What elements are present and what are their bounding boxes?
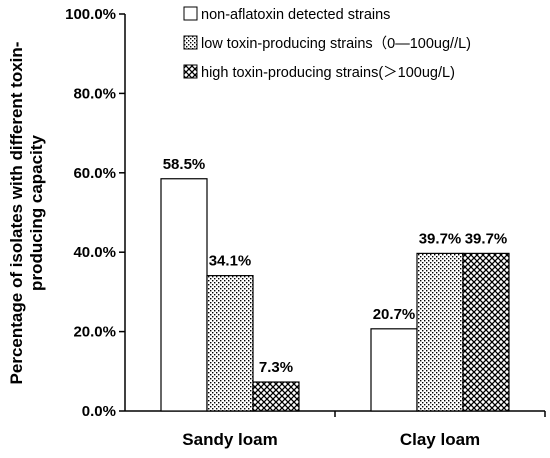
- x-axis-category-labels: Sandy loam Clay loam: [182, 430, 480, 449]
- y-tick-label: 80.0%: [73, 85, 116, 102]
- y-axis-title-line: Percentage of isolates with different to…: [7, 42, 26, 385]
- legend-label: high toxin-producing strains(＞100ug/L): [201, 65, 455, 81]
- bar-value-label: 7.3%: [259, 359, 293, 376]
- legend-swatch: [183, 35, 198, 50]
- y-tick-label: 100.0%: [65, 6, 116, 23]
- x-category-label: Sandy loam: [182, 430, 277, 449]
- bar: [252, 381, 300, 412]
- y-tick-label: 40.0%: [73, 244, 116, 261]
- legend-swatch: [183, 6, 198, 21]
- y-tick-label: 0.0%: [82, 403, 116, 420]
- bar: [206, 275, 254, 412]
- bar-value-label: 34.1%: [209, 253, 252, 270]
- y-tick-label: 60.0%: [73, 165, 116, 182]
- bar: [416, 252, 464, 412]
- bars: [160, 178, 510, 412]
- y-axis-title-line: producing capacity: [27, 135, 46, 291]
- bar-value-label: 39.7%: [465, 230, 508, 247]
- x-category-label: Clay loam: [400, 430, 480, 449]
- y-axis-title: Percentage of isolates with different to…: [7, 42, 46, 385]
- legend-swatch: [183, 64, 198, 79]
- bar-value-label: 58.5%: [163, 156, 206, 173]
- value-labels: 58.5% 34.1% 7.3% 20.7% 39.7% 39.7%: [163, 156, 508, 376]
- bar-value-label: 39.7%: [419, 230, 462, 247]
- bar: [160, 178, 208, 412]
- bar: [462, 252, 510, 412]
- legend-label: low toxin-producing strains（0—100ug//L): [201, 35, 471, 52]
- bar-value-label: 20.7%: [373, 306, 416, 323]
- y-axis-ticks: 0.0% 20.0% 40.0% 60.0% 80.0% 100.0%: [65, 6, 125, 420]
- y-tick-label: 20.0%: [73, 324, 116, 341]
- bar: [370, 328, 418, 412]
- legend: non-aflatoxin detected strains low toxin-…: [183, 6, 471, 81]
- legend-label: non-aflatoxin detected strains: [201, 7, 390, 23]
